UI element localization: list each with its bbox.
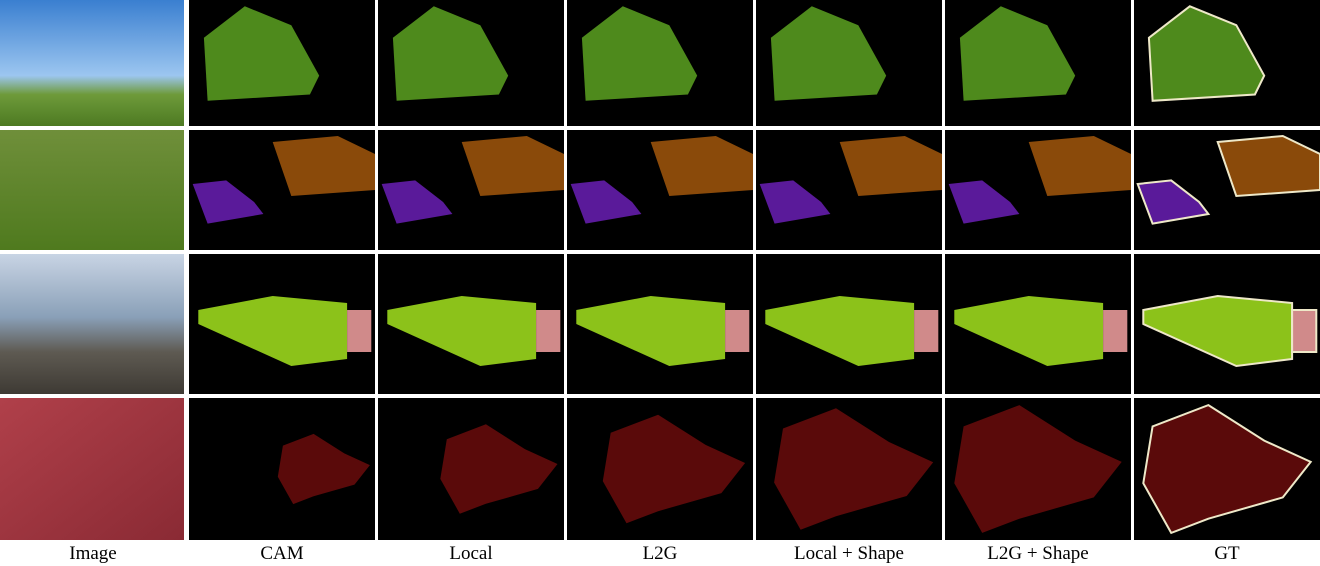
column-label: GT: [1214, 543, 1240, 564]
mask-region: [774, 408, 934, 530]
mask-region: [198, 296, 348, 366]
grid: [0, 0, 1320, 540]
mask-region: [1103, 310, 1128, 352]
mask-region: [203, 6, 320, 101]
input-image: [0, 0, 184, 126]
mask-region: [954, 296, 1104, 366]
mask-region: [954, 405, 1122, 533]
mask-region: [192, 180, 264, 224]
mask-region: [914, 310, 939, 352]
mask-region: [570, 180, 642, 224]
mask-region: [581, 6, 698, 101]
mask-region: [576, 296, 726, 366]
mask-region: [1291, 309, 1318, 353]
mask-region: [650, 136, 753, 196]
mask-region: [1028, 136, 1131, 196]
mask-region: [602, 414, 746, 524]
mask-region: [948, 180, 1020, 224]
column-label: Local: [449, 543, 492, 564]
mask-region: [765, 296, 915, 366]
mask-region: [770, 6, 887, 101]
mask-region: [1142, 294, 1294, 368]
mask-region: [536, 310, 561, 352]
mask-region: [839, 136, 942, 196]
input-image: [0, 254, 184, 394]
mask-region: [277, 433, 370, 505]
mask-region: [1147, 5, 1266, 102]
mask-region: [1216, 134, 1320, 198]
mask-region: [725, 310, 750, 352]
column-label: Local + Shape: [794, 543, 904, 564]
column-label: L2G: [643, 543, 678, 564]
mask-region: [959, 6, 1076, 101]
mask-region: [759, 180, 831, 224]
mask-region: [440, 424, 558, 514]
mask-region: [387, 296, 537, 366]
mask-region: [1136, 179, 1211, 225]
mask-region: [392, 6, 509, 101]
input-image: [0, 130, 184, 250]
input-image: [0, 398, 184, 540]
mask-region: [272, 136, 375, 196]
mask-region: [381, 180, 453, 224]
mask-region: [347, 310, 372, 352]
column-label: Image: [69, 543, 116, 564]
mask-region: [1142, 403, 1313, 535]
column-label: CAM: [260, 543, 303, 564]
mask-region: [461, 136, 564, 196]
column-label: L2G + Shape: [987, 543, 1088, 564]
